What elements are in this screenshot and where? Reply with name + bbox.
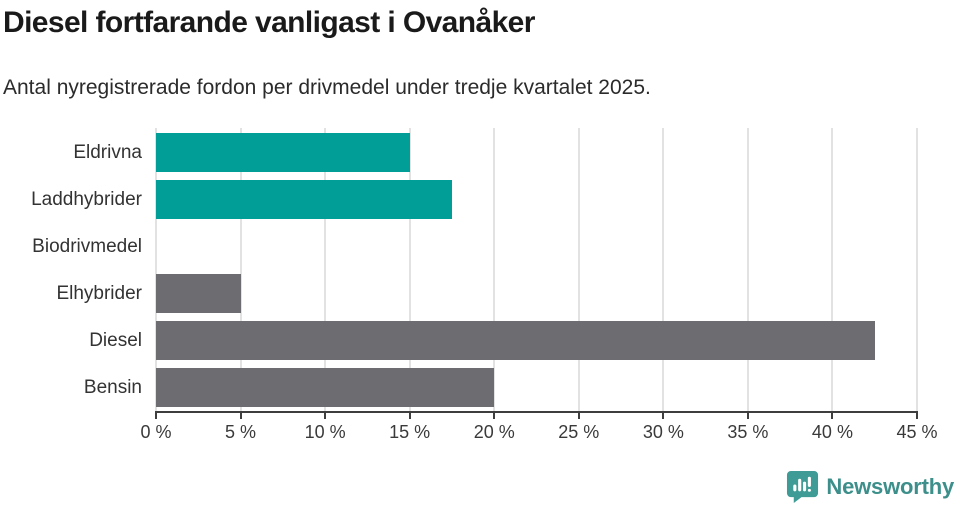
gridline xyxy=(577,128,580,412)
axis-tick xyxy=(155,411,157,419)
axis-tick xyxy=(239,411,242,419)
gridline xyxy=(831,128,834,412)
y-axis-labels: Eldrivna Laddhybrider Biodrivmedel Elhybrid… xyxy=(0,129,142,411)
gridline xyxy=(916,128,918,412)
gridline xyxy=(493,128,496,412)
axis-tick xyxy=(746,411,749,419)
category-label: Biodrivmedel xyxy=(32,236,142,257)
gridline xyxy=(662,128,665,412)
x-tick-label: 15 % xyxy=(389,422,431,442)
axis-tick xyxy=(408,411,411,419)
x-axis-line xyxy=(155,411,918,413)
gridline xyxy=(324,128,327,412)
newsworthy-logo-icon xyxy=(787,470,819,503)
axis-tick xyxy=(324,411,327,419)
chart-subtitle: Antal nyregistrerade fordon per drivmede… xyxy=(3,76,651,99)
axis-tick xyxy=(662,411,665,419)
x-tick-label: 25 % xyxy=(558,422,600,442)
bar-elhybrider xyxy=(156,274,241,313)
axis-tick xyxy=(577,411,580,419)
gridline xyxy=(239,128,242,412)
bar-diesel xyxy=(156,321,875,360)
category-label: Elhybrider xyxy=(56,283,142,304)
bar-laddhybrider xyxy=(156,180,452,219)
gridline xyxy=(746,128,749,412)
x-tick-label: 10 % xyxy=(304,422,346,442)
category-label: Eldrivna xyxy=(73,142,142,163)
category-label: Laddhybrider xyxy=(31,189,142,210)
x-tick-label: 40 % xyxy=(811,422,853,442)
category-label: Diesel xyxy=(89,330,142,351)
bar-bensin xyxy=(156,368,495,407)
x-tick-label: 35 % xyxy=(727,422,769,442)
x-tick-label: 45 % xyxy=(896,422,938,442)
x-tick-label: 30 % xyxy=(642,422,684,442)
chart-title: Diesel fortfarande vanligast i Ovanåker xyxy=(3,6,535,39)
brand-footer: Newsworthy xyxy=(786,470,954,503)
gridline xyxy=(155,128,157,412)
x-tick-label: 0 % xyxy=(140,422,172,442)
x-tick-label: 5 % xyxy=(225,422,257,442)
axis-tick xyxy=(831,411,834,419)
x-tick-label: 20 % xyxy=(473,422,515,442)
category-label: Bensin xyxy=(83,377,142,398)
gridline xyxy=(408,128,411,412)
axis-tick xyxy=(916,411,918,419)
plot-area xyxy=(155,128,918,412)
bar-eldrivna xyxy=(156,133,410,172)
axis-tick xyxy=(493,411,496,419)
brand-name: Newsworthy xyxy=(826,473,954,499)
